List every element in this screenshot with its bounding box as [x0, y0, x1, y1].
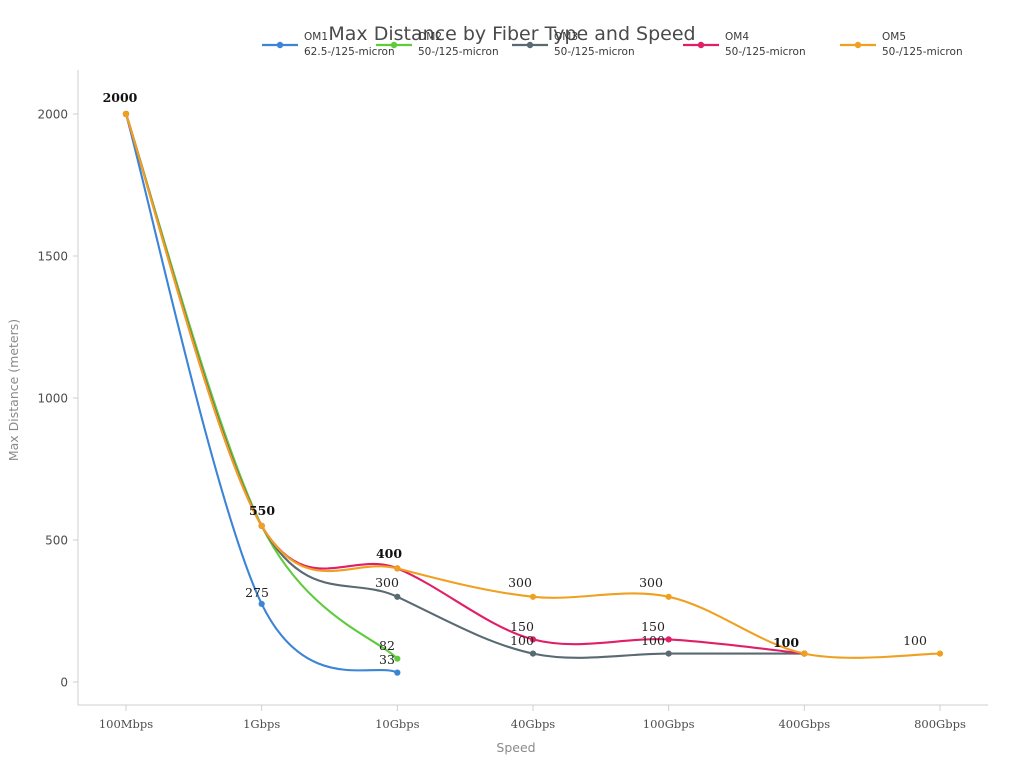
data-point-label: 150 [510, 619, 534, 634]
x-tick-label: 1Gbps [243, 717, 280, 731]
data-point-marker[interactable] [801, 650, 808, 657]
data-point-label: 275 [245, 585, 269, 600]
data-point-label: 400 [376, 546, 402, 561]
data-point-label: 100 [903, 633, 927, 648]
x-tick-label: 100Mbps [99, 717, 153, 731]
data-point-marker[interactable] [394, 593, 401, 600]
legend-item-om3[interactable]: OM3 50-/125-micron [512, 31, 635, 58]
data-point-label: 100 [510, 633, 534, 648]
x-tick-label: 10Gbps [375, 717, 420, 731]
legend-series-name: OM1 [304, 31, 328, 43]
legend-item-om5[interactable]: OM5 50-/125-micron [840, 31, 963, 58]
x-tick-label: 100Gbps [643, 717, 695, 731]
data-point-label: 300 [639, 575, 663, 590]
legend-item-om1[interactable]: OM1 62.5-/125-micron [262, 31, 395, 58]
data-point-marker[interactable] [529, 636, 537, 643]
legend-marker-icon [854, 41, 862, 49]
data-point-label: 82 [379, 638, 395, 653]
x-tick-label: 400Gbps [778, 717, 830, 731]
series-om4 [122, 110, 808, 657]
data-point-marker[interactable] [529, 650, 537, 657]
legend-series-subtitle: 50-/125-micron [418, 46, 499, 58]
data-point-label: 2000 [103, 90, 138, 105]
data-point-label: 300 [508, 575, 532, 590]
series-line [124, 112, 399, 674]
data-point-label: 550 [249, 503, 275, 518]
chart-legend[interactable]: OM1 62.5-/125-micron OM2 50-/125-micron OM3 5… [262, 31, 963, 58]
legend-marker-icon [697, 41, 705, 49]
series-om2 [122, 110, 401, 662]
y-tick-label: 1000 [37, 392, 68, 406]
data-point-label: 100 [641, 633, 665, 648]
data-point-marker[interactable] [665, 650, 672, 657]
y-tick-label: 2000 [37, 108, 68, 122]
legend-marker-icon [276, 41, 284, 49]
data-point-label: 33 [379, 652, 395, 667]
data-point-marker[interactable] [936, 650, 944, 657]
series-line [124, 112, 806, 659]
data-point-marker[interactable] [394, 655, 401, 662]
data-point-marker[interactable] [665, 636, 672, 643]
x-axis-title: Speed [496, 740, 535, 755]
series-layer [122, 110, 944, 676]
x-tick-label: 800Gbps [914, 717, 966, 731]
data-point-marker[interactable] [665, 593, 672, 600]
series-om3 [122, 110, 808, 659]
series-line [124, 112, 806, 655]
legend-series-name: OM4 [725, 31, 749, 43]
y-tick-label: 500 [45, 534, 68, 548]
y-axis-title: Max Distance (meters) [6, 319, 21, 461]
data-point-label: 300 [375, 575, 399, 590]
series-om5 [122, 110, 944, 659]
legend-item-om2[interactable]: OM2 50-/125-micron [376, 31, 499, 58]
legend-marker-icon [390, 41, 398, 49]
chart-axes: 0 500 1000 1500 2000 100Mbps 1Gbps 10Gbps 40Gbps… [37, 70, 988, 731]
data-point-marker[interactable] [258, 522, 265, 529]
chart-title: Max Distance by Fiber Type and Speed [328, 23, 695, 45]
legend-series-name: OM5 [882, 31, 906, 43]
legend-series-subtitle: 50-/125-micron [725, 46, 806, 58]
y-tick-label: 1500 [37, 250, 68, 264]
data-point-marker[interactable] [394, 565, 401, 572]
data-point-marker[interactable] [258, 600, 265, 608]
legend-marker-icon [526, 41, 534, 49]
legend-series-subtitle: 62.5-/125-micron [304, 46, 395, 58]
series-line [124, 112, 399, 660]
series-line [124, 112, 942, 659]
legend-item-om4[interactable]: OM4 50-/125-micron [683, 31, 806, 58]
data-point-marker[interactable] [122, 110, 130, 118]
legend-series-name: OM2 [418, 31, 442, 43]
legend-series-name: OM3 [554, 31, 578, 43]
data-point-marker[interactable] [529, 593, 537, 600]
data-point-label: 150 [641, 619, 665, 634]
legend-series-subtitle: 50-/125-micron [554, 46, 635, 58]
x-tick-label: 40Gbps [511, 717, 556, 731]
y-tick-label: 0 [60, 676, 68, 690]
data-point-label: 100 [773, 635, 799, 650]
data-point-marker[interactable] [394, 669, 401, 676]
legend-series-subtitle: 50-/125-micron [882, 46, 963, 58]
